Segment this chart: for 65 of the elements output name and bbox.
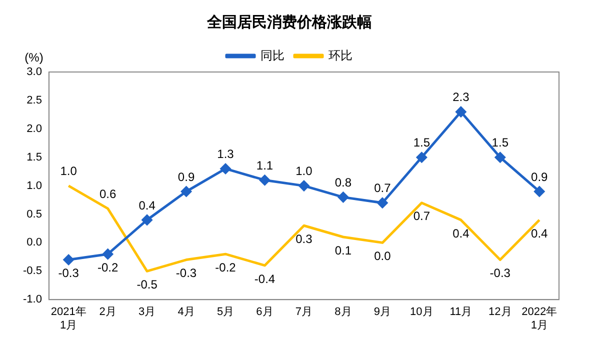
x-tick-label: 2021年 1月: [50, 306, 86, 332]
y-tick-label: 0.0: [26, 236, 42, 249]
y-tick-label: 3.0: [26, 66, 42, 78]
data-label: 0.4: [531, 226, 548, 240]
x-tick-label: 4月: [178, 306, 195, 318]
data-label: 0.1: [334, 243, 352, 258]
point: [416, 152, 427, 163]
x-tick-label: 6月: [256, 306, 274, 318]
data-label: 0.4: [452, 226, 470, 240]
data-label: 1.5: [413, 136, 430, 150]
x-tick-label: 10月: [410, 306, 434, 318]
data-label: 0.3: [296, 232, 313, 246]
y-tick-label: 0.5: [26, 208, 42, 220]
data-label: 0.8: [334, 175, 352, 190]
point: [298, 180, 310, 192]
data-label: 2.3: [452, 90, 470, 104]
point: [259, 174, 270, 186]
x-tick-label: 3月: [138, 306, 156, 318]
chart-title: 全国居民消费价格涨跌幅: [206, 14, 372, 32]
x-tick-label: 11月: [450, 306, 472, 318]
data-label: 0.7: [413, 209, 430, 224]
point: [142, 214, 152, 226]
data-label: 1.3: [217, 147, 234, 162]
x-tick-label: 5月: [216, 306, 234, 318]
y-tick-label: 1.0: [26, 180, 42, 192]
y-tick-label: 2.5: [26, 94, 42, 106]
y-tick-label: 2.0: [26, 122, 42, 135]
data-label: -0.2: [215, 260, 236, 274]
data-label: 0.0: [374, 249, 392, 264]
point: [181, 186, 192, 197]
x-tick-label: 8月: [334, 306, 352, 318]
y-tick-label: 1.5: [26, 151, 42, 164]
point: [456, 106, 466, 118]
point: [338, 192, 348, 202]
point: [220, 163, 231, 174]
data-label: -0.4: [254, 272, 276, 286]
x-tick-label: 2月: [99, 306, 116, 318]
x-tick-label: 12月: [488, 306, 512, 318]
data-label: 1.0: [60, 164, 78, 178]
x-tick-label: 9月: [374, 306, 392, 318]
data-label: 0.4: [138, 198, 156, 212]
point: [102, 248, 114, 260]
data-label: -0.2: [97, 260, 118, 274]
data-label: -0.3: [58, 266, 80, 280]
data-label: 0.9: [178, 170, 195, 184]
data-label: -0.5: [136, 277, 158, 292]
x-tick-label: 2022年 1月: [522, 306, 558, 332]
point: [494, 152, 506, 163]
data-label: 0.9: [531, 170, 548, 184]
data-label: 0.7: [374, 181, 392, 196]
data-label: -0.3: [176, 266, 197, 280]
y-tick-label: -1.0: [22, 294, 42, 306]
x-tick-label: 7月: [295, 306, 313, 318]
y-axis-title: (%): [24, 50, 44, 64]
point: [534, 186, 545, 197]
point: [377, 198, 388, 208]
point: [63, 254, 74, 266]
y-tick-label: -0.5: [22, 265, 42, 278]
data-label: -0.3: [490, 266, 511, 280]
legend-label: 同比: [260, 48, 284, 62]
legend-label: 环比: [328, 48, 352, 62]
data-label: 1.5: [492, 136, 509, 150]
data-label: 1.0: [296, 164, 313, 178]
data-label: 0.6: [99, 186, 116, 201]
data-label: 1.1: [256, 158, 274, 172]
